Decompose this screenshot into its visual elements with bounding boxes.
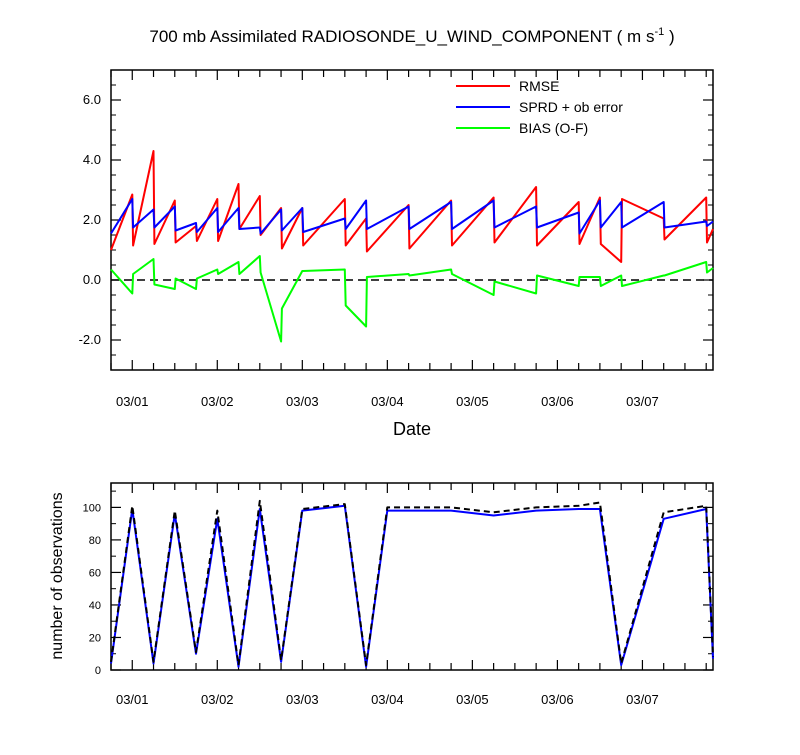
chart-title-main: 700 mb Assimilated RADIOSONDE_U_WIND_COM… <box>149 27 654 46</box>
y-tick-label: 40 <box>89 600 101 612</box>
top-axes: -2.0 0.0 2.0 4.0 6.0 03/01 03/02 03/03 03/04 03/0… <box>79 69 713 409</box>
bottom-plot-frame <box>110 482 714 671</box>
x-axis-label: Date <box>393 419 431 439</box>
bottom-axes: 0 20 40 60 80 100 03/01 03/02 03/03 03/04 03/05 03/… <box>83 483 713 707</box>
bottom-series-lines <box>110 499 714 668</box>
series-line-possible <box>110 499 714 667</box>
x-tick-label: 03/03 <box>286 394 319 409</box>
x-tick-label: 03/04 <box>371 692 404 707</box>
x-tick-label: 03/05 <box>456 394 489 409</box>
x-tick-label: 03/06 <box>541 692 574 707</box>
x-tick-label: 03/07 <box>626 692 659 707</box>
x-tick-label: 03/03 <box>286 692 319 707</box>
y-tick-label: 100 <box>83 502 101 514</box>
x-tick-label: 03/02 <box>201 692 234 707</box>
legend-label: SPRD + ob error <box>519 99 623 115</box>
y-tick-label: 0 <box>95 665 101 677</box>
series-line-bias-o-f <box>110 255 714 343</box>
chart-title-superscript: -1 <box>654 26 664 38</box>
legend-label: BIAS (O-F) <box>519 120 588 136</box>
chart-title: 700 mb Assimilated RADIOSONDE_U_WIND_COM… <box>149 26 674 46</box>
legend: RMSE SPRD + ob error BIAS (O-F) <box>456 78 623 136</box>
y-tick-label: 2.0 <box>83 212 101 227</box>
y-tick-label: 4.0 <box>83 152 101 167</box>
y-tick-label: 20 <box>89 632 101 644</box>
y-tick-label: 0.0 <box>83 272 101 287</box>
y-axis-label-observations: number of observations <box>49 492 66 659</box>
series-line-sprd-ob-error <box>110 198 714 235</box>
x-tick-label: 03/06 <box>541 394 574 409</box>
y-tick-label: 60 <box>89 567 101 579</box>
y-tick-label: -2.0 <box>79 332 101 347</box>
y-tick-label: 80 <box>89 535 101 547</box>
observation-count-panel: 0 20 40 60 80 100 03/01 03/02 03/03 03/04 03/05 03/… <box>49 482 714 707</box>
legend-label: RMSE <box>519 78 559 94</box>
series-line-rmse <box>110 150 714 263</box>
x-tick-label: 03/01 <box>116 692 149 707</box>
x-tick-label: 03/02 <box>201 394 234 409</box>
x-tick-label: 03/05 <box>456 692 489 707</box>
x-tick-label: 03/01 <box>116 394 149 409</box>
y-tick-label: 6.0 <box>83 92 101 107</box>
series-line-used <box>110 504 714 668</box>
x-tick-label: 03/04 <box>371 394 404 409</box>
top-series-lines <box>110 150 714 343</box>
chart-title-end: ) <box>664 27 674 46</box>
x-tick-label: 03/07 <box>626 394 659 409</box>
rmse-panel: 700 mb Assimilated RADIOSONDE_U_WIND_COM… <box>79 26 714 439</box>
